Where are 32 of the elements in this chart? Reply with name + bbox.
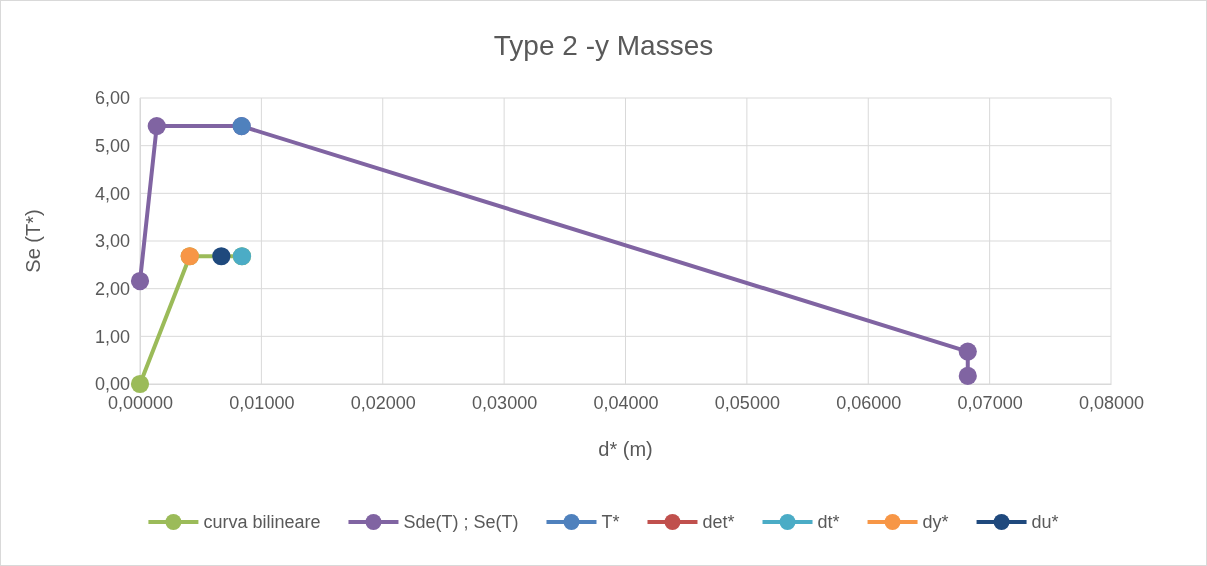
x-tick-label: 0,08000: [1078, 392, 1145, 413]
y-tick-label: 1,00: [94, 326, 130, 347]
x-tick-label: 0,04000: [593, 392, 659, 413]
legend-label: Sde(T) ; Se(T): [403, 512, 519, 533]
y-axis-title: Se (T*): [22, 209, 44, 273]
y-tick-label: 2,00: [94, 278, 130, 299]
y-tick-label: 0,00: [94, 374, 130, 395]
x-tick-label: 0,06000: [836, 392, 902, 413]
point: [958, 342, 977, 361]
point: [958, 366, 977, 385]
legend-label: dt*: [817, 512, 840, 533]
legend-label: curva bilineare: [203, 512, 321, 533]
y-tick-label: 6,00: [94, 88, 130, 109]
y-tick-label: 4,00: [94, 183, 130, 204]
point: [147, 117, 166, 136]
legend-label: T*: [601, 512, 620, 533]
legend-label: det*: [702, 512, 735, 533]
x-tick-label: 0,03000: [472, 392, 538, 413]
y-tick-label: 5,00: [94, 135, 130, 156]
x-tick-label: 0,02000: [350, 392, 416, 413]
x-tick-label: 0,01000: [229, 392, 295, 413]
y-tick-label: 3,00: [94, 231, 130, 252]
x-tick-label: 0,05000: [714, 392, 780, 413]
chart-title: Type 2 -y Masses: [493, 30, 714, 61]
point: [130, 374, 150, 394]
legend-label: du*: [1031, 512, 1059, 533]
x-tick-label: 0,00000: [107, 392, 174, 413]
x-tick-label: 0,07000: [957, 392, 1023, 413]
x-axis-title: d* (m): [598, 438, 653, 460]
point: [212, 247, 231, 266]
legend-label: dy*: [922, 512, 949, 533]
point: [130, 271, 150, 291]
